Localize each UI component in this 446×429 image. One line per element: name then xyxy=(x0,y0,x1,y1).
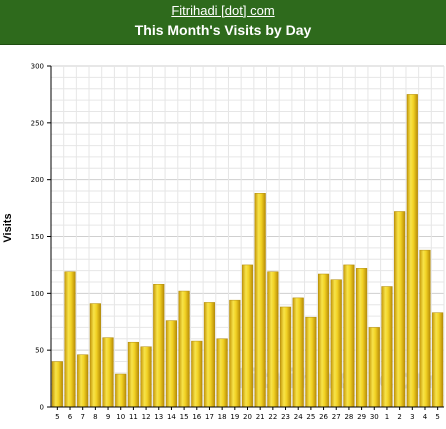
x-ticks: 5 6 7 8 9 10 11 12 13 14 15 16 17 18 19 20 21 22 23 24 25 26 2… xyxy=(55,407,440,421)
x-tick-label: 6 xyxy=(68,413,73,421)
bar-17 xyxy=(267,271,279,408)
y-tick-label: 300 xyxy=(31,63,44,71)
x-tick-label: 4 xyxy=(423,413,428,421)
x-tick-label: 16 xyxy=(192,413,201,421)
bar-16 xyxy=(254,193,266,408)
x-tick-label: 14 xyxy=(167,413,176,421)
bar-18 xyxy=(279,306,292,408)
x-tick-label: 20 xyxy=(243,413,252,421)
y-ticks: 0 50 100 150 200 250 300 xyxy=(31,63,51,412)
bar-27 xyxy=(394,211,406,408)
x-tick-label: 21 xyxy=(256,413,265,421)
x-tick-label: 22 xyxy=(268,413,277,421)
x-tick-label: 10 xyxy=(116,413,125,421)
chart-title: This Month's Visits by Day xyxy=(134,22,312,38)
bar-23 xyxy=(343,264,355,408)
bar-26 xyxy=(381,286,393,408)
x-tick-label: 17 xyxy=(205,413,214,421)
bar-21 xyxy=(317,273,330,408)
bar-20 xyxy=(305,316,317,408)
bar-15 xyxy=(241,264,254,408)
x-tick-label: 1 xyxy=(385,413,389,421)
bar-19 xyxy=(292,297,304,408)
x-tick-label: 2 xyxy=(397,413,401,421)
y-tick-label: 150 xyxy=(31,233,44,241)
x-tick-label: 26 xyxy=(319,413,328,421)
bar-22 xyxy=(330,279,342,408)
header-bar: Fitrihadi [dot] com This Month's Visits … xyxy=(0,0,446,45)
bar-30 xyxy=(432,312,444,408)
x-tick-label: 5 xyxy=(55,413,59,421)
bar-12 xyxy=(203,302,216,408)
bar-3 xyxy=(89,303,101,408)
x-tick-label: 15 xyxy=(180,413,189,421)
x-tick-label: 28 xyxy=(344,413,353,421)
x-tick-label: 24 xyxy=(294,413,303,421)
bar-29 xyxy=(419,249,431,408)
y-tick-label: 50 xyxy=(35,347,44,355)
x-tick-label: 27 xyxy=(332,413,341,421)
bar-6 xyxy=(127,341,139,408)
x-tick-label: 3 xyxy=(410,413,414,421)
bar-7 xyxy=(140,346,152,408)
bar-9 xyxy=(165,320,178,408)
x-tick-label: 13 xyxy=(154,413,163,421)
y-tick-label: 0 xyxy=(40,404,44,412)
bar-11 xyxy=(191,340,203,408)
bar-28 xyxy=(406,94,418,408)
bar-10 xyxy=(178,290,190,408)
bar-25 xyxy=(368,327,380,408)
x-tick-label: 11 xyxy=(129,413,138,421)
bar-24 xyxy=(356,268,368,408)
y-tick-label: 100 xyxy=(31,290,44,298)
bar-5 xyxy=(115,373,127,408)
x-tick-label: 12 xyxy=(142,413,151,421)
y-tick-label: 200 xyxy=(31,176,44,184)
x-tick-label: 19 xyxy=(230,413,239,421)
x-tick-label: 25 xyxy=(306,413,315,421)
site-link[interactable]: Fitrihadi [dot] com xyxy=(171,3,275,18)
bar-0 xyxy=(51,361,63,408)
x-tick-label: 5 xyxy=(435,413,439,421)
x-tick-label: 7 xyxy=(80,413,84,421)
bar-14 xyxy=(229,299,241,408)
bar-4 xyxy=(102,337,114,408)
x-tick-label: 29 xyxy=(357,413,366,421)
x-tick-label: 8 xyxy=(93,413,97,421)
bar-2 xyxy=(77,354,89,408)
x-tick-label: 23 xyxy=(281,413,290,421)
y-tick-label: 250 xyxy=(31,119,44,127)
x-tick-label: 30 xyxy=(370,413,379,421)
bar-8 xyxy=(153,283,165,408)
bar-1 xyxy=(64,271,76,408)
bars xyxy=(51,94,444,408)
x-tick-label: 18 xyxy=(218,413,227,421)
x-tick-label: 9 xyxy=(106,413,110,421)
bar-13 xyxy=(216,338,228,408)
